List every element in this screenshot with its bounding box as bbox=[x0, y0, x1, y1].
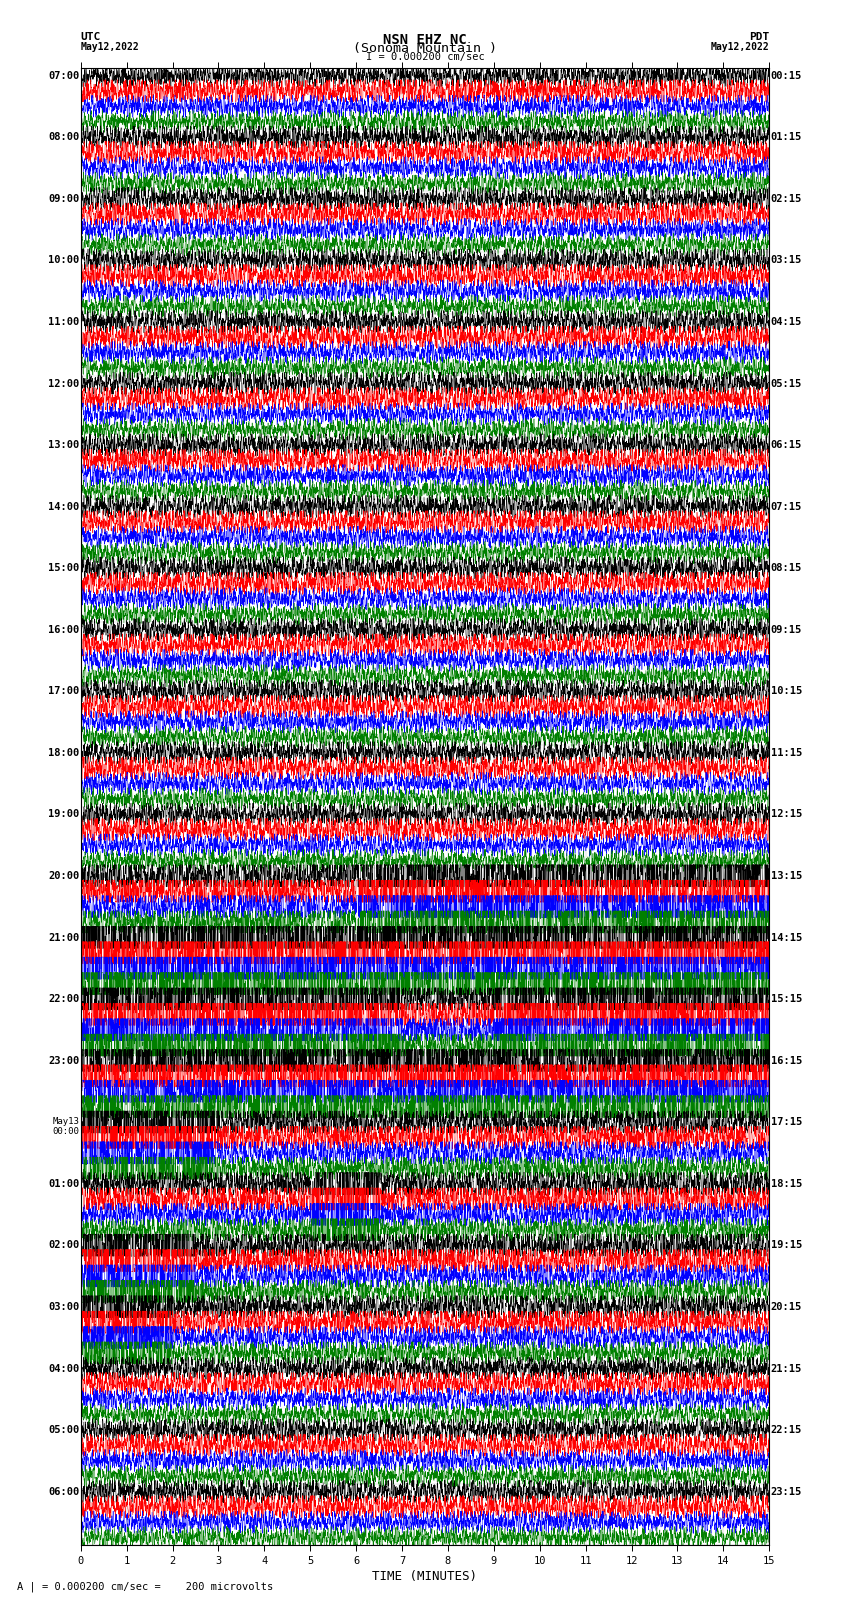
Text: 16:15: 16:15 bbox=[771, 1055, 802, 1066]
Text: 15:00: 15:00 bbox=[48, 563, 79, 573]
Text: 10:00: 10:00 bbox=[48, 255, 79, 266]
Text: 18:00: 18:00 bbox=[48, 748, 79, 758]
Text: 08:15: 08:15 bbox=[771, 563, 802, 573]
Text: 06:15: 06:15 bbox=[771, 440, 802, 450]
Text: 20:15: 20:15 bbox=[771, 1302, 802, 1311]
Text: May12,2022: May12,2022 bbox=[81, 42, 139, 52]
Text: 21:15: 21:15 bbox=[771, 1363, 802, 1374]
Text: 19:15: 19:15 bbox=[771, 1240, 802, 1250]
Text: 06:00: 06:00 bbox=[48, 1487, 79, 1497]
Text: (Sonoma Mountain ): (Sonoma Mountain ) bbox=[353, 42, 497, 55]
Text: 17:00: 17:00 bbox=[48, 686, 79, 697]
X-axis label: TIME (MINUTES): TIME (MINUTES) bbox=[372, 1569, 478, 1582]
Text: 23:15: 23:15 bbox=[771, 1487, 802, 1497]
Text: 00:15: 00:15 bbox=[771, 71, 802, 81]
Text: 11:00: 11:00 bbox=[48, 316, 79, 327]
Text: 20:00: 20:00 bbox=[48, 871, 79, 881]
Text: 03:15: 03:15 bbox=[771, 255, 802, 266]
Text: 21:00: 21:00 bbox=[48, 932, 79, 942]
Text: 14:15: 14:15 bbox=[771, 932, 802, 942]
Text: 19:00: 19:00 bbox=[48, 810, 79, 819]
Text: 16:00: 16:00 bbox=[48, 624, 79, 636]
Text: 02:15: 02:15 bbox=[771, 194, 802, 203]
Text: May12,2022: May12,2022 bbox=[711, 42, 769, 52]
Text: 13:00: 13:00 bbox=[48, 440, 79, 450]
Text: 14:00: 14:00 bbox=[48, 502, 79, 511]
Text: 18:15: 18:15 bbox=[771, 1179, 802, 1189]
Text: 04:15: 04:15 bbox=[771, 316, 802, 327]
Text: A | = 0.000200 cm/sec =    200 microvolts: A | = 0.000200 cm/sec = 200 microvolts bbox=[17, 1581, 273, 1592]
Text: 01:00: 01:00 bbox=[48, 1179, 79, 1189]
Text: 01:15: 01:15 bbox=[771, 132, 802, 142]
Text: 04:00: 04:00 bbox=[48, 1363, 79, 1374]
Text: 22:00: 22:00 bbox=[48, 994, 79, 1005]
Text: PDT: PDT bbox=[749, 32, 769, 42]
Text: 23:00: 23:00 bbox=[48, 1055, 79, 1066]
Text: 22:15: 22:15 bbox=[771, 1424, 802, 1436]
Text: May13
00:00: May13 00:00 bbox=[53, 1118, 79, 1136]
Text: 10:15: 10:15 bbox=[771, 686, 802, 697]
Text: 07:15: 07:15 bbox=[771, 502, 802, 511]
Text: 05:15: 05:15 bbox=[771, 379, 802, 389]
Text: 12:15: 12:15 bbox=[771, 810, 802, 819]
Text: 03:00: 03:00 bbox=[48, 1302, 79, 1311]
Text: 15:15: 15:15 bbox=[771, 994, 802, 1005]
Text: 17:15: 17:15 bbox=[771, 1118, 802, 1127]
Text: 13:15: 13:15 bbox=[771, 871, 802, 881]
Text: 05:00: 05:00 bbox=[48, 1424, 79, 1436]
Text: I = 0.000200 cm/sec: I = 0.000200 cm/sec bbox=[366, 52, 484, 61]
Text: 09:15: 09:15 bbox=[771, 624, 802, 636]
Text: 11:15: 11:15 bbox=[771, 748, 802, 758]
Text: 07:00: 07:00 bbox=[48, 71, 79, 81]
Text: NSN EHZ NC: NSN EHZ NC bbox=[383, 32, 467, 47]
Text: 09:00: 09:00 bbox=[48, 194, 79, 203]
Text: UTC: UTC bbox=[81, 32, 101, 42]
Text: 08:00: 08:00 bbox=[48, 132, 79, 142]
Text: 02:00: 02:00 bbox=[48, 1240, 79, 1250]
Text: 12:00: 12:00 bbox=[48, 379, 79, 389]
